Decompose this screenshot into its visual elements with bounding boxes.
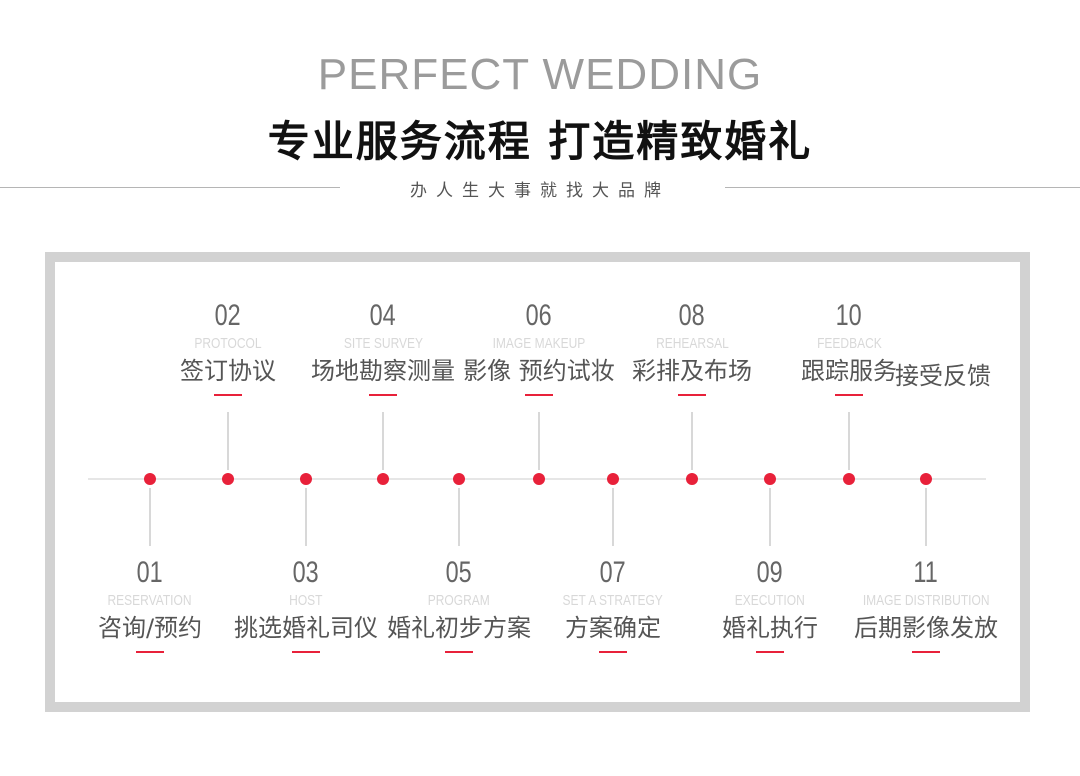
divider-right: [725, 187, 1080, 188]
step-08: 08 REHEARSAL 彩排及布场: [592, 299, 792, 396]
red-underline: [445, 651, 473, 653]
timeline-dot: [843, 473, 855, 485]
red-underline: [369, 394, 397, 396]
red-underline: [599, 651, 627, 653]
connector-line: [769, 488, 771, 546]
step-cn-label-extra: 接受反馈: [895, 362, 991, 390]
timeline-dot: [686, 473, 698, 485]
red-underline: [756, 651, 784, 653]
step-number: 02: [214, 299, 242, 332]
step-en-label: REHEARSAL: [655, 335, 729, 352]
step-cn-label: 影像 预约试妆: [463, 357, 615, 385]
step-en-label: FEEDBACK: [816, 335, 882, 352]
cn-title: 专业服务流程 打造精致婚礼: [267, 117, 813, 166]
step-en-label: RESERVATION: [107, 592, 193, 609]
timeline-dot: [920, 473, 932, 485]
step-en-label: IMAGE MAKEUP: [492, 335, 586, 352]
timeline-dot: [222, 473, 234, 485]
step-03: 03 HOST 挑选婚礼司仪: [206, 556, 406, 653]
step-cn-label: 彩排及布场: [632, 357, 752, 385]
step-number: 08: [678, 299, 706, 332]
step-cn-label: 签订协议: [180, 357, 276, 385]
step-number: 05: [445, 556, 473, 589]
step-number: 03: [292, 556, 320, 589]
connector-line: [227, 412, 229, 470]
step-number: 07: [599, 556, 627, 589]
red-underline: [136, 651, 164, 653]
connector-line: [691, 412, 693, 470]
step-04: 04 SITE SURVEY 场地勘察测量: [283, 299, 483, 396]
connector-line: [458, 488, 460, 546]
timeline-dot: [377, 473, 389, 485]
step-01: 01 RESERVATION 咨询/预约: [50, 556, 250, 653]
step-10: 10 FEEDBACK 跟踪服务: [749, 299, 949, 396]
step-en-label: HOST: [289, 592, 323, 609]
step-cn-label: 挑选婚礼司仪: [234, 614, 378, 642]
red-underline: [214, 394, 242, 396]
connector-line: [149, 488, 151, 546]
step-11: 11 IMAGE DISTRIBUTION 后期影像发放: [826, 556, 1026, 653]
timeline-dot: [607, 473, 619, 485]
step-cn-label: 跟踪服务: [801, 357, 897, 385]
connector-line: [848, 412, 850, 470]
step-cn-label: 咨询/预约: [97, 614, 203, 642]
connector-line: [538, 412, 540, 470]
step-cn-label: 后期影像发放: [854, 614, 998, 642]
step-05: 05 PROGRAM 婚礼初步方案: [359, 556, 559, 653]
step-cn-label: 场地勘察测量: [311, 357, 455, 385]
step-cn-label: 方案确定: [565, 614, 661, 642]
red-underline: [912, 651, 940, 653]
step-cn-label: 婚礼执行: [722, 614, 818, 642]
step-en-label: SITE SURVEY: [343, 335, 423, 352]
step-number: 10: [835, 299, 863, 332]
red-underline: [292, 651, 320, 653]
step-en-label: IMAGE DISTRIBUTION: [862, 592, 990, 609]
red-underline: [525, 394, 553, 396]
step-06: 06 IMAGE MAKEUP 影像 预约试妆: [439, 299, 639, 396]
timeline-dot: [300, 473, 312, 485]
red-underline: [678, 394, 706, 396]
step-02: 02 PROTOCOL 签订协议: [128, 299, 328, 396]
connector-line: [612, 488, 614, 546]
step-number: 04: [369, 299, 397, 332]
divider-left: [0, 187, 340, 188]
step-07: 07 SET A STRATEGY 方案确定: [513, 556, 713, 653]
step-number: 09: [756, 556, 784, 589]
step-09: 09 EXECUTION 婚礼执行: [670, 556, 870, 653]
timeline-dot: [144, 473, 156, 485]
slogan: 办人生大事就找大品牌: [410, 181, 670, 201]
step-cn-label: 婚礼初步方案: [387, 614, 531, 642]
step-number: 11: [913, 556, 939, 589]
step-en-label: PROTOCOL: [194, 335, 262, 352]
timeline-dot: [764, 473, 776, 485]
timeline-dot: [453, 473, 465, 485]
red-underline: [835, 394, 863, 396]
timeline-dot: [533, 473, 545, 485]
en-title: PERFECT WEDDING: [317, 50, 763, 99]
connector-line: [382, 412, 384, 470]
step-en-label: PROGRAM: [427, 592, 490, 609]
step-number: 06: [525, 299, 553, 332]
step-10-extra-label: 接受反馈: [843, 359, 1043, 393]
step-number: 01: [136, 556, 164, 589]
step-en-label: SET A STRATEGY: [562, 592, 664, 609]
connector-line: [925, 488, 927, 546]
connector-line: [305, 488, 307, 546]
step-en-label: EXECUTION: [734, 592, 805, 609]
